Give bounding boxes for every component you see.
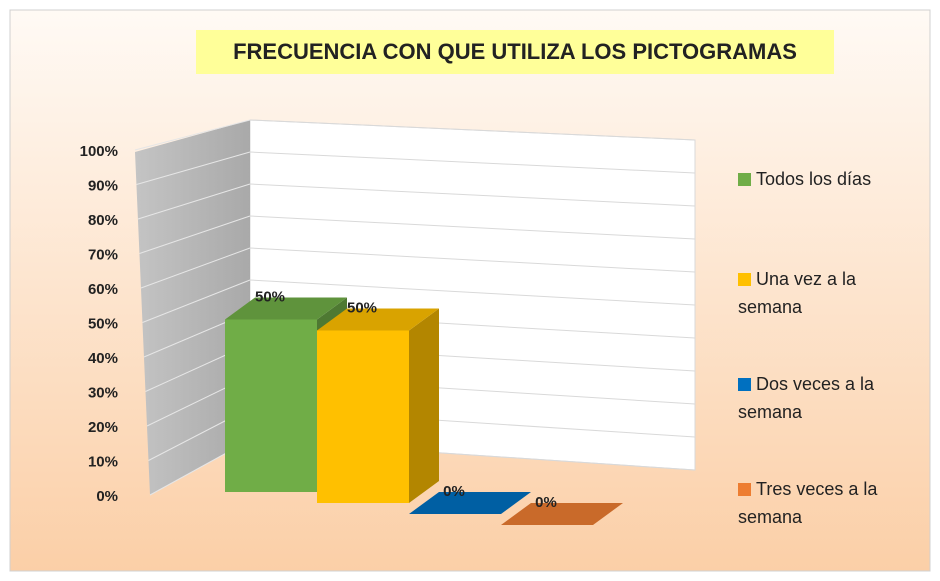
y-tick-label: 100% [80, 143, 118, 160]
legend-label: Tres veces a la semana [738, 479, 878, 527]
grid-line [249, 183, 696, 207]
grid-line [249, 119, 696, 141]
chart-title: FRECUENCIA CON QUE UTILIZA LOS PICTOGRAM… [233, 39, 797, 64]
bar-top [317, 308, 439, 331]
grid-line [249, 215, 696, 240]
grid-line [139, 215, 251, 254]
y-tick-label: 40% [88, 350, 118, 367]
y-tick-label: 10% [88, 453, 118, 470]
bar-top [409, 492, 531, 514]
legend-label: Dos veces a la semana [738, 374, 875, 422]
data-label: 50% [347, 299, 377, 316]
legend-swatch [738, 273, 751, 286]
y-tick-label: 50% [88, 315, 118, 332]
y-tick-label: 90% [88, 177, 118, 194]
grid-line [142, 279, 251, 323]
grid-line [249, 151, 696, 174]
data-label: 0% [535, 494, 557, 511]
y-tick-label: 20% [88, 419, 118, 436]
grid-line [249, 279, 696, 306]
grid-line [137, 183, 251, 220]
bar-top [501, 503, 623, 525]
y-tick-label: 30% [88, 384, 118, 401]
y-tick-label: 60% [88, 281, 118, 298]
side-wall [135, 120, 250, 495]
grid-line [249, 247, 696, 273]
bar-side [409, 308, 439, 503]
legend-entry: Tres veces a la semana [738, 475, 918, 531]
legend-swatch [738, 483, 751, 496]
legend-entry: Una vez a la semana [738, 265, 918, 321]
legend-entry: Todos los días [738, 165, 918, 193]
legend-swatch [738, 173, 751, 186]
y-tick-label: 70% [88, 246, 118, 263]
legend-label: Una vez a la semana [738, 269, 857, 317]
bar-top [225, 297, 347, 320]
legend-label: Todos los días [756, 169, 872, 189]
data-label: 50% [255, 288, 285, 305]
legend-swatch [738, 378, 751, 391]
grid-line [136, 151, 251, 185]
grid-line [134, 119, 251, 151]
legend-entry: Dos veces a la semana [738, 370, 918, 426]
title-box [196, 30, 834, 74]
y-tick-label: 0% [96, 488, 118, 505]
data-label: 0% [443, 483, 465, 500]
grid-line [140, 247, 251, 289]
bar [317, 330, 409, 503]
bar [225, 319, 317, 492]
y-tick-label: 80% [88, 212, 118, 229]
